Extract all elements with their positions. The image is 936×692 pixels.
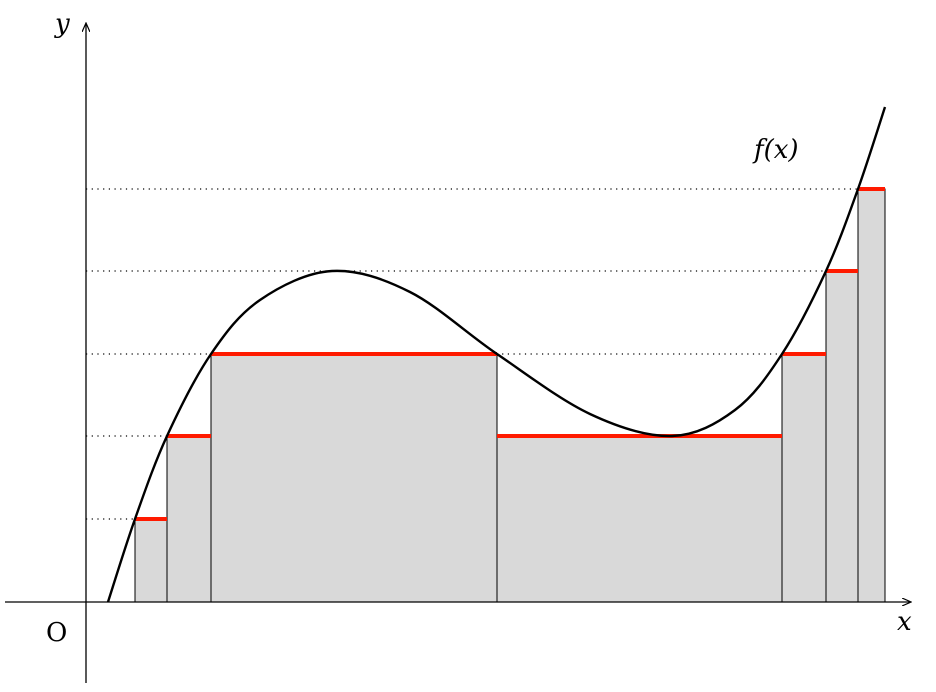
level-rectangle [166,435,212,603]
level-rectangle [781,353,827,603]
y-axis-label: y [54,9,70,39]
level-rectangles [134,188,886,603]
level-rectangle [210,353,498,603]
origin-label: O [46,618,67,648]
level-rectangle [825,270,859,603]
level-rectangle [496,435,783,603]
level-rectangle [134,518,168,603]
x-axis-label: x [897,607,912,637]
level-rectangle [857,188,886,603]
level-lines [135,187,885,521]
curve-label: f(x) [752,135,799,165]
function-curve [106,106,887,603]
